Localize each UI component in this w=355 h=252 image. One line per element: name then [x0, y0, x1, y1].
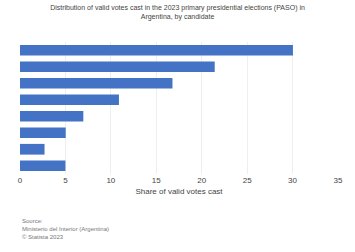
svg-text:20: 20	[197, 176, 206, 185]
svg-text:30: 30	[288, 176, 297, 185]
svg-text:Share of valid votes cast: Share of valid votes cast	[135, 187, 223, 196]
svg-text:35: 35	[334, 176, 343, 185]
svg-text:5: 5	[63, 176, 68, 185]
svg-text:10: 10	[106, 176, 115, 185]
svg-text:Distribution of valid votes ca: Distribution of valid votes cast in the …	[50, 4, 305, 21]
svg-text:25: 25	[243, 176, 252, 185]
svg-text:15: 15	[152, 176, 161, 185]
svg-text:Source:Ministerio del Interior: Source:Ministerio del Interior (Argentin…	[22, 218, 109, 240]
svg-text:0: 0	[18, 176, 23, 185]
